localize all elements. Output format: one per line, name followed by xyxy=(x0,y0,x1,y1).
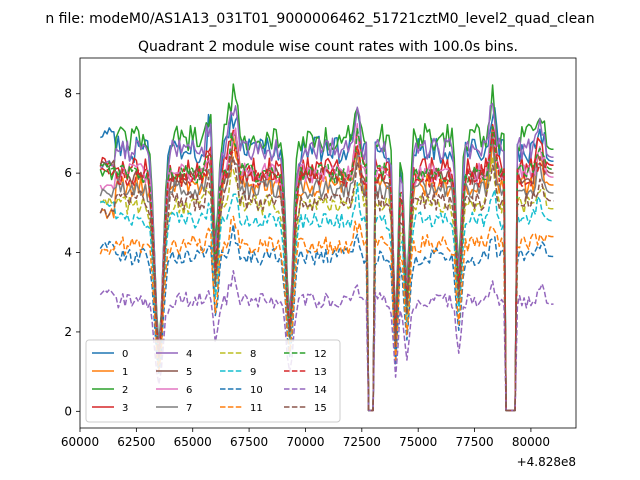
legend-label-10: 10 xyxy=(250,385,263,396)
x-tick-label: 65000 xyxy=(174,435,212,449)
x-tick-label: 70000 xyxy=(286,435,324,449)
legend-label-1: 1 xyxy=(122,367,128,378)
y-tick-label: 4 xyxy=(64,246,72,260)
series-line-8 xyxy=(100,156,554,412)
figure-suptitle: n file: modeM0/AS1A13_031T01_9000006462_… xyxy=(45,11,594,27)
legend-label-7: 7 xyxy=(186,403,192,414)
legend-box xyxy=(85,339,341,423)
legend-label-8: 8 xyxy=(250,349,256,360)
legend-label-0: 0 xyxy=(122,349,128,360)
legend-label-14: 14 xyxy=(314,385,327,396)
x-tick-label: 60000 xyxy=(61,435,99,449)
series-layer xyxy=(99,83,554,412)
series-line-6 xyxy=(99,123,554,412)
series-line-12 xyxy=(99,126,554,412)
series-line-9 xyxy=(99,181,554,412)
x-axis: 60000 62500 65000 67500 70000 72500 75000 77500… xyxy=(61,428,550,449)
series-line-4 xyxy=(100,102,554,412)
series-line-10 xyxy=(99,223,554,412)
y-tick-label: 0 xyxy=(64,404,72,418)
legend-label-12: 12 xyxy=(314,349,327,360)
y-tick-label: 2 xyxy=(64,325,72,339)
legend-label-4: 4 xyxy=(186,349,192,360)
series-line-7 xyxy=(99,135,554,412)
y-tick-label: 6 xyxy=(64,166,72,180)
legend-label-9: 9 xyxy=(250,367,256,378)
x-tick-label: 62500 xyxy=(117,435,155,449)
chart-title: Quadrant 2 module wise count rates with … xyxy=(138,39,518,55)
legend-label-13: 13 xyxy=(314,367,327,378)
series-line-14 xyxy=(99,269,554,412)
plot-frame xyxy=(79,57,577,429)
x-tick-label: 67500 xyxy=(230,435,268,449)
legend-label-15: 15 xyxy=(314,403,327,414)
legend-label-6: 6 xyxy=(186,385,192,396)
legend-label-3: 3 xyxy=(122,403,128,414)
legend-label-2: 2 xyxy=(122,385,128,396)
series-line-0 xyxy=(100,106,554,412)
series-line-13 xyxy=(100,132,554,412)
x-tick-label: 77500 xyxy=(455,435,493,449)
y-tick-label: 8 xyxy=(64,87,72,101)
legend-label-11: 11 xyxy=(250,403,263,414)
series-line-2 xyxy=(99,83,554,412)
x-tick-label: 80000 xyxy=(512,435,550,449)
x-tick-label: 72500 xyxy=(343,435,381,449)
series-line-15 xyxy=(99,156,554,412)
x-axis-offset-label: +4.828e8 xyxy=(517,455,576,469)
legend-label-5: 5 xyxy=(186,367,192,378)
y-axis: 0 2 4 6 8 xyxy=(64,87,80,418)
x-tick-label: 75000 xyxy=(399,435,437,449)
series-line-11 xyxy=(99,215,554,412)
